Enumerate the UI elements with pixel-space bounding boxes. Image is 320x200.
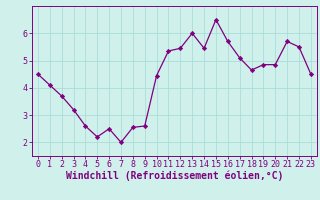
X-axis label: Windchill (Refroidissement éolien,°C): Windchill (Refroidissement éolien,°C) [66, 171, 283, 181]
